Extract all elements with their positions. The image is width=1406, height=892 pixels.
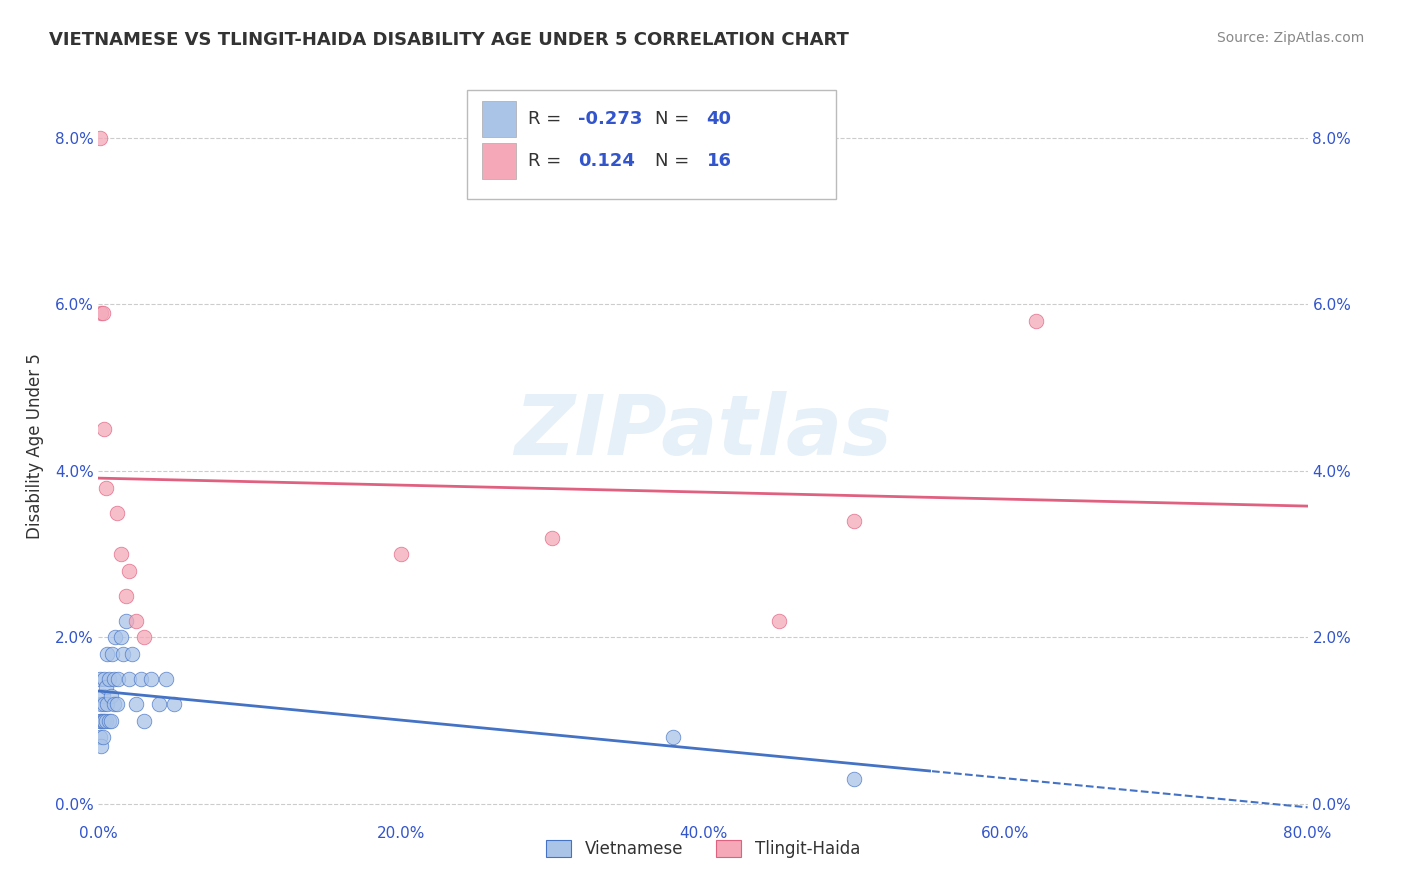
Point	[148, 697, 170, 711]
Point	[94, 481, 117, 495]
Point	[89, 131, 111, 145]
FancyBboxPatch shape	[467, 90, 837, 199]
Point	[661, 731, 683, 745]
Text: N =: N =	[655, 153, 700, 170]
Point	[100, 714, 122, 728]
Point	[90, 739, 112, 753]
Point	[118, 672, 141, 686]
Point	[91, 306, 114, 320]
Point	[163, 697, 186, 711]
Point	[89, 714, 111, 728]
Point	[101, 647, 124, 661]
Point	[91, 714, 114, 728]
Point	[114, 589, 136, 603]
FancyBboxPatch shape	[482, 101, 516, 136]
Point	[90, 714, 112, 728]
Point	[768, 614, 790, 628]
Text: 16: 16	[707, 153, 731, 170]
Point	[93, 672, 115, 686]
Point	[89, 731, 111, 745]
Point	[107, 672, 129, 686]
Point	[90, 306, 112, 320]
Point	[389, 547, 412, 561]
Point	[141, 672, 163, 686]
Point	[91, 689, 114, 703]
Point	[94, 714, 117, 728]
Point	[110, 547, 132, 561]
Point	[540, 531, 562, 545]
Point	[89, 672, 111, 686]
Point	[105, 697, 128, 711]
Point	[132, 631, 155, 645]
Point	[98, 672, 121, 686]
Point	[125, 614, 148, 628]
Text: -0.273: -0.273	[578, 110, 643, 128]
Text: N =: N =	[655, 110, 695, 128]
Text: R =: R =	[527, 110, 567, 128]
Point	[96, 697, 118, 711]
Point	[844, 772, 866, 786]
Point	[844, 514, 866, 528]
Point	[94, 681, 117, 695]
Point	[93, 714, 115, 728]
Text: VIETNAMESE VS TLINGIT-HAIDA DISABILITY AGE UNDER 5 CORRELATION CHART: VIETNAMESE VS TLINGIT-HAIDA DISABILITY A…	[49, 31, 849, 49]
Point	[129, 672, 152, 686]
FancyBboxPatch shape	[482, 144, 516, 179]
Point	[90, 697, 112, 711]
Point	[91, 731, 114, 745]
Text: 40: 40	[707, 110, 731, 128]
Text: ZIPatlas: ZIPatlas	[515, 391, 891, 472]
Text: 0.124: 0.124	[578, 153, 636, 170]
Point	[104, 631, 127, 645]
Legend: Vietnamese, Tlingit-Haida: Vietnamese, Tlingit-Haida	[540, 833, 866, 864]
Point	[121, 647, 143, 661]
Point	[125, 697, 148, 711]
Point	[103, 672, 125, 686]
Y-axis label: Disability Age Under 5: Disability Age Under 5	[25, 353, 44, 539]
Point	[155, 672, 177, 686]
Point	[118, 564, 141, 578]
Point	[1024, 314, 1046, 328]
Point	[105, 506, 128, 520]
Point	[111, 647, 134, 661]
Text: R =: R =	[527, 153, 572, 170]
Point	[96, 647, 118, 661]
Point	[114, 614, 136, 628]
Point	[103, 697, 125, 711]
Point	[98, 714, 121, 728]
Text: Source: ZipAtlas.com: Source: ZipAtlas.com	[1216, 31, 1364, 45]
Point	[132, 714, 155, 728]
Point	[110, 631, 132, 645]
Point	[100, 689, 122, 703]
Point	[93, 697, 115, 711]
Point	[93, 422, 115, 436]
